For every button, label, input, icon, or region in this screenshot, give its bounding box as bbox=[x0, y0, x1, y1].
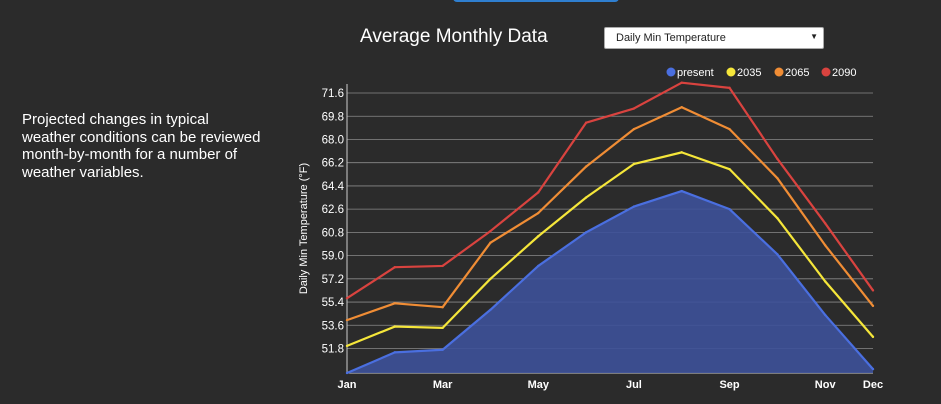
data-point-2065 bbox=[584, 165, 588, 168]
data-point-2065 bbox=[441, 306, 444, 309]
data-point-2035 bbox=[680, 151, 683, 154]
series-line-present bbox=[346, 189, 874, 375]
legend-item-2065[interactable]: 2065 bbox=[774, 67, 810, 79]
data-point-2090 bbox=[393, 266, 397, 269]
y-tick-label: 66.2 bbox=[322, 158, 344, 170]
y-tick-label: 51.8 bbox=[322, 343, 344, 355]
data-point-2090 bbox=[871, 289, 875, 292]
legend-item-present[interactable]: present bbox=[666, 67, 714, 79]
intro-text: Projected changes in typical weather con… bbox=[22, 111, 261, 181]
legend-item-2090[interactable]: 2090 bbox=[821, 67, 857, 79]
y-tick-label: 68.0 bbox=[322, 134, 344, 146]
y-axis-title: Daily Min Temperature (°F) bbox=[298, 163, 310, 294]
series-line-2035 bbox=[346, 151, 874, 347]
chart-title: Average Monthly Data bbox=[360, 26, 548, 47]
data-point-2035 bbox=[441, 326, 444, 330]
data-point-2065 bbox=[632, 127, 636, 131]
data-point-2035 bbox=[632, 162, 636, 166]
x-tick-label: May bbox=[528, 379, 550, 391]
legend-label: 2065 bbox=[785, 67, 809, 79]
series-area-present bbox=[347, 191, 873, 373]
data-point-present bbox=[584, 231, 588, 234]
data-point-present bbox=[441, 348, 444, 351]
x-tick-label: Mar bbox=[433, 379, 453, 391]
variable-select-value: Daily Min Temperature bbox=[616, 32, 726, 44]
legend-marker bbox=[726, 67, 736, 77]
data-point-2090 bbox=[776, 157, 779, 161]
data-point-2035 bbox=[345, 344, 349, 348]
data-point-present bbox=[823, 313, 827, 317]
data-point-2090 bbox=[489, 229, 492, 233]
legend-label: 2090 bbox=[832, 67, 856, 79]
data-point-2065 bbox=[728, 127, 731, 131]
data-point-2090 bbox=[728, 86, 731, 90]
y-tick-label: 60.8 bbox=[322, 227, 344, 239]
legend-label: 2035 bbox=[737, 67, 761, 79]
data-point-present bbox=[728, 207, 731, 211]
data-point-present bbox=[776, 253, 779, 256]
data-point-present bbox=[680, 189, 683, 193]
series-line-2090 bbox=[346, 81, 874, 300]
data-point-2065 bbox=[537, 211, 540, 215]
top-tab-indicator[interactable] bbox=[453, 0, 619, 2]
data-point-2090 bbox=[584, 121, 588, 124]
data-point-2035 bbox=[776, 216, 779, 220]
data-point-present bbox=[489, 308, 492, 311]
data-point-2065 bbox=[871, 304, 875, 308]
legend-marker bbox=[774, 67, 784, 77]
data-point-2090 bbox=[345, 296, 349, 300]
legend-marker bbox=[666, 67, 676, 77]
data-point-2035 bbox=[728, 167, 731, 171]
x-tick-label: Jan bbox=[338, 379, 357, 391]
data-point-2035 bbox=[489, 277, 492, 281]
series-line-2065 bbox=[346, 106, 874, 322]
data-point-2065 bbox=[776, 176, 779, 180]
data-point-2035 bbox=[393, 325, 397, 328]
x-tick-label: Nov bbox=[815, 379, 837, 391]
legend-label: present bbox=[677, 67, 714, 79]
data-point-2090 bbox=[680, 81, 683, 84]
y-tick-label: 69.8 bbox=[322, 111, 344, 123]
data-point-present bbox=[871, 367, 875, 371]
data-point-2090 bbox=[632, 107, 636, 110]
y-tick-label: 57.2 bbox=[322, 274, 344, 286]
y-tick-label: 71.6 bbox=[322, 88, 344, 100]
data-point-present bbox=[632, 205, 636, 208]
y-tick-label: 62.6 bbox=[322, 204, 344, 216]
data-point-2090 bbox=[537, 191, 540, 194]
y-tick-label: 64.4 bbox=[322, 181, 345, 193]
data-point-2065 bbox=[823, 244, 827, 247]
y-tick-label: 59.0 bbox=[322, 251, 344, 263]
y-tick-label: 53.6 bbox=[322, 320, 344, 332]
data-point-2065 bbox=[680, 106, 683, 109]
data-point-2090 bbox=[823, 222, 827, 225]
x-tick-label: Jul bbox=[626, 379, 642, 391]
x-tick-label: Sep bbox=[719, 379, 739, 391]
x-tick-label: Dec bbox=[863, 379, 883, 391]
data-point-present bbox=[537, 264, 540, 268]
data-point-2065 bbox=[489, 241, 492, 244]
data-point-2035 bbox=[871, 335, 875, 339]
data-point-2035 bbox=[584, 196, 588, 199]
y-tick-label: 55.4 bbox=[322, 297, 345, 309]
legend-marker bbox=[821, 67, 831, 77]
data-point-present bbox=[345, 371, 349, 375]
legend-item-2035[interactable]: 2035 bbox=[726, 67, 762, 79]
data-point-present bbox=[393, 351, 397, 354]
data-point-2065 bbox=[393, 302, 397, 305]
variable-select[interactable]: Daily Min Temperature ▼ bbox=[604, 27, 824, 49]
data-point-2090 bbox=[441, 264, 444, 268]
data-point-2035 bbox=[537, 235, 540, 238]
data-point-2035 bbox=[823, 280, 827, 283]
chevron-down-icon: ▼ bbox=[810, 32, 818, 41]
data-point-2065 bbox=[345, 318, 349, 322]
